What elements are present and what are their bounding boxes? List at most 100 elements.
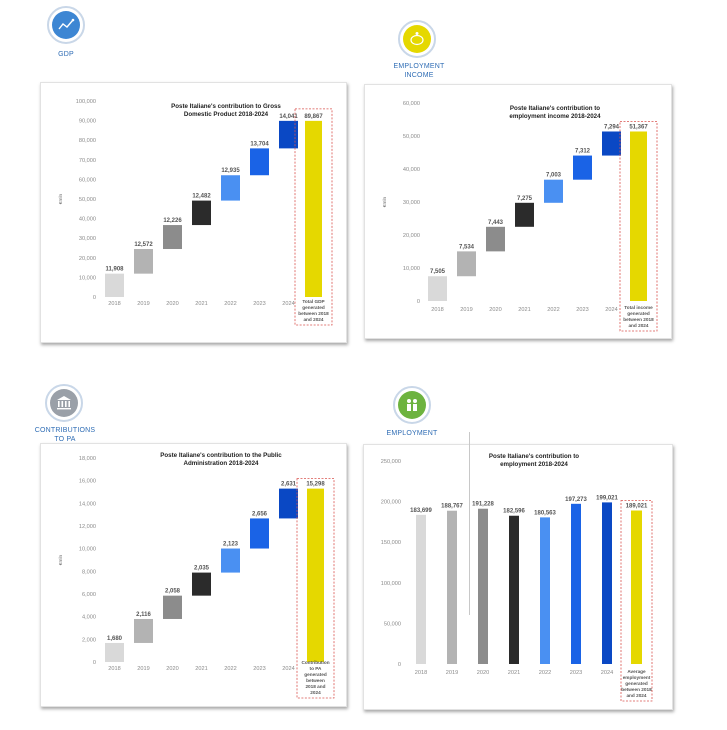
category-label: 2020 [477, 670, 489, 676]
y-tick-label: 50,000 [384, 621, 401, 627]
y-tick-label: 50,000 [403, 134, 420, 140]
category-label: 2021 [508, 670, 520, 676]
bar-2022 [221, 175, 240, 201]
y-tick-label: 60,000 [403, 101, 420, 107]
total-note: Contribution [301, 660, 329, 665]
bar-2020 [163, 595, 182, 619]
bar-2023 [250, 518, 269, 549]
bar-2022 [221, 548, 240, 573]
y-tick-label: 0 [398, 662, 401, 668]
government-building-icon [50, 389, 78, 417]
bar-2021 [192, 200, 211, 226]
value-label: 7,275 [517, 196, 533, 202]
y-axis-label: €mln [58, 193, 64, 204]
total-value-label: 15,298 [306, 482, 325, 488]
total-note: and 2024 [303, 317, 323, 322]
value-label: 180,563 [534, 510, 556, 516]
category-label: 2023 [570, 670, 582, 676]
chart-title: Poste Italiane's contribution to the Pub… [160, 452, 282, 459]
y-tick-label: 90,000 [79, 119, 96, 125]
value-label: 7,294 [604, 124, 620, 130]
category-label: 2021 [195, 666, 207, 672]
category-label: 2021 [518, 307, 530, 313]
category-label: 2024 [282, 666, 294, 672]
y-axis-label: €mln [382, 196, 388, 207]
value-label: 191,228 [472, 502, 494, 508]
chart-title: employment income 2018-2024 [509, 113, 601, 120]
y-tick-label: 30,000 [79, 236, 96, 242]
y-tick-label: 18,000 [79, 456, 96, 462]
category-label: 2024 [282, 301, 294, 307]
y-tick-label: 20,000 [79, 256, 96, 262]
bar-2018 [416, 514, 426, 664]
bar-2019 [134, 618, 153, 643]
bar-2024 [602, 502, 612, 664]
bar-2021 [509, 515, 519, 664]
y-tick-label: 30,000 [403, 200, 420, 206]
employment-chart-card: Poste Italiane's contribution to employme… [363, 444, 673, 710]
total-value-label: 51,367 [629, 124, 648, 130]
y-tick-label: 20,000 [403, 233, 420, 239]
category-label: 2024 [605, 307, 617, 313]
value-label: 182,596 [503, 509, 525, 515]
category-label: 2020 [166, 301, 178, 307]
value-label: 197,273 [565, 497, 587, 503]
bar-2022 [544, 179, 563, 203]
total-highlight-box [619, 121, 658, 332]
bar-2019 [457, 251, 476, 277]
contributions-chart-card: Poste Italiane's contribution to the Pub… [40, 443, 347, 707]
bar-2020 [486, 226, 505, 252]
contributions-label: CONTRIBUTIONS TO PA [34, 427, 96, 443]
value-label: 2,123 [223, 542, 239, 548]
category-label: 2022 [224, 666, 236, 672]
total-note: 2024 [310, 690, 321, 695]
total-bar [307, 488, 324, 662]
total-note: between 2018 [623, 317, 654, 322]
total-note: generated [627, 311, 650, 316]
total-note: 2018 and [305, 684, 325, 689]
category-label: 2022 [539, 670, 551, 676]
bar-2021 [192, 572, 211, 596]
y-tick-label: 0 [93, 660, 96, 666]
bar-2020 [163, 225, 182, 250]
value-label: 1,680 [107, 636, 123, 642]
category-label: 2019 [446, 670, 458, 676]
gdp-waterfall-chart: Poste Italiane's contribution to GrossDo… [58, 99, 333, 326]
employment-label: EMPLOYMENT [386, 430, 438, 437]
gdp-chart-card: Poste Italiane's contribution to Gross Do… [40, 82, 347, 343]
y-tick-label: 0 [417, 299, 420, 305]
bar-2023 [250, 148, 269, 176]
total-note: between 2018 [298, 311, 329, 316]
total-note: to PA [310, 666, 323, 671]
employment-badge [393, 386, 431, 424]
value-label: 2,035 [194, 566, 210, 572]
y-tick-label: 10,000 [79, 275, 96, 281]
category-label: 2023 [253, 666, 265, 672]
y-tick-label: 10,000 [79, 547, 96, 553]
y-tick-label: 4,000 [82, 615, 96, 621]
total-bar [631, 510, 642, 664]
separator-line [469, 432, 470, 615]
value-label: 183,699 [410, 508, 432, 514]
line-chart-icon [52, 11, 80, 39]
value-label: 12,935 [221, 168, 240, 174]
employment-income-waterfall-chart: Poste Italiane's contribution toemployme… [382, 101, 658, 332]
y-tick-label: 6,000 [82, 592, 96, 598]
total-note: and 2024 [628, 323, 648, 328]
bar-2024 [279, 120, 298, 149]
value-label: 11,908 [105, 267, 124, 273]
value-label: 7,003 [546, 173, 562, 179]
y-tick-label: 70,000 [79, 158, 96, 164]
chart-title: Administration 2018-2024 [184, 460, 260, 467]
category-label: 2019 [137, 666, 149, 672]
bar-2021 [515, 202, 534, 227]
y-tick-label: 40,000 [79, 217, 96, 223]
bar-2024 [602, 131, 621, 156]
category-label: 2019 [460, 307, 472, 313]
chart-title: Poste Italiane's contribution to Gross [171, 103, 281, 110]
category-label: 2020 [489, 307, 501, 313]
y-tick-label: 12,000 [79, 524, 96, 530]
value-label: 14,041 [279, 114, 298, 120]
y-tick-label: 200,000 [381, 500, 401, 506]
y-tick-label: 0 [93, 295, 96, 301]
